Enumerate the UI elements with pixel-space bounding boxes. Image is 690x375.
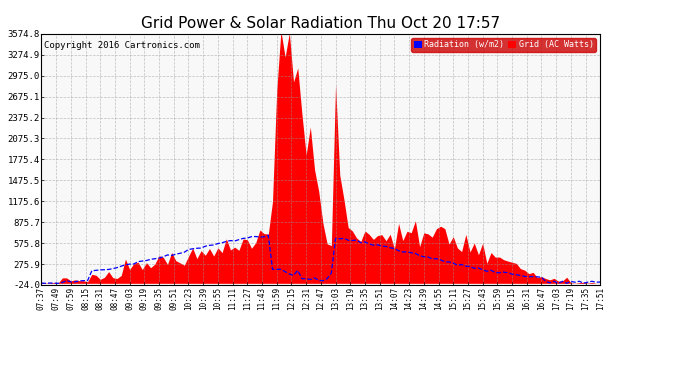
Title: Grid Power & Solar Radiation Thu Oct 20 17:57: Grid Power & Solar Radiation Thu Oct 20 … — [141, 16, 500, 31]
Legend: Radiation (w/m2), Grid (AC Watts): Radiation (w/m2), Grid (AC Watts) — [411, 38, 596, 52]
Text: Copyright 2016 Cartronics.com: Copyright 2016 Cartronics.com — [44, 41, 200, 50]
